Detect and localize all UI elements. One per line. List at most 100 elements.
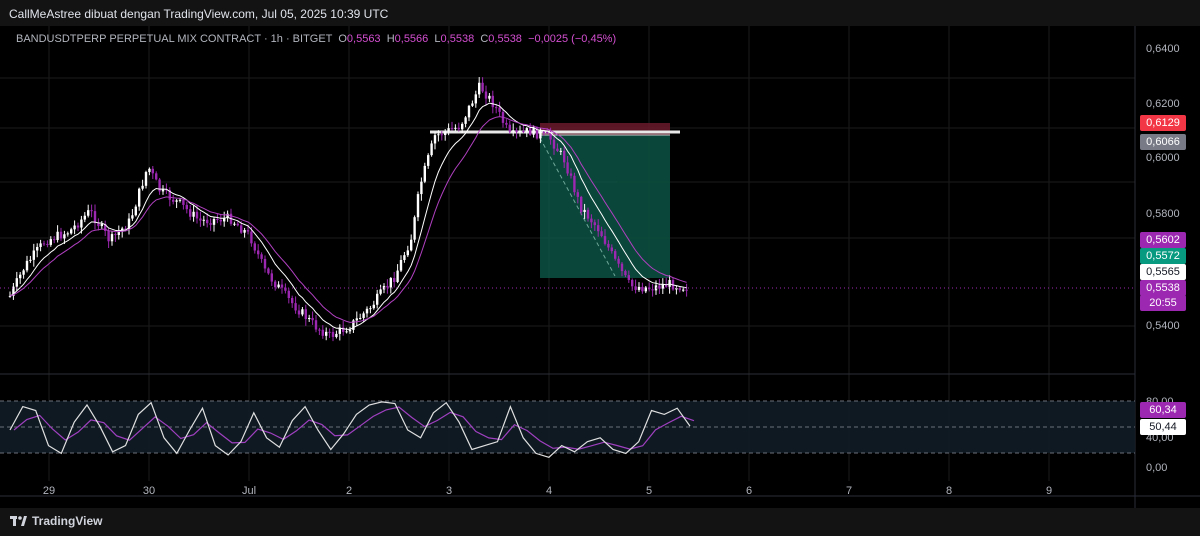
candle-body bbox=[76, 225, 80, 228]
candle-body bbox=[362, 313, 365, 318]
candle-body bbox=[185, 204, 188, 210]
candle-body bbox=[372, 304, 375, 309]
candle-body bbox=[114, 234, 117, 236]
candle-body bbox=[87, 210, 90, 216]
candle-body bbox=[682, 289, 685, 291]
candle-body bbox=[172, 199, 175, 202]
high-value: 0,5566 bbox=[394, 33, 429, 45]
candle-body bbox=[335, 333, 338, 337]
oscillator-axis-tick: 0,00 bbox=[1146, 462, 1167, 474]
candle-body bbox=[610, 247, 613, 252]
tradingview-logo[interactable]: TradingView bbox=[10, 514, 102, 528]
low-value: 0,5538 bbox=[440, 33, 475, 45]
candle-body bbox=[420, 181, 423, 195]
close-label: C bbox=[480, 33, 489, 45]
time-axis-label: Jul bbox=[242, 485, 256, 497]
candle-body bbox=[508, 124, 511, 132]
candle-body bbox=[641, 286, 644, 292]
time-axis-label: 3 bbox=[446, 485, 452, 497]
candle-body bbox=[314, 320, 318, 330]
candle-body bbox=[138, 188, 141, 207]
candle-body bbox=[491, 95, 494, 108]
candle-body bbox=[46, 243, 49, 245]
candle-body bbox=[73, 225, 76, 230]
candle-body bbox=[546, 132, 549, 134]
candle-body bbox=[49, 239, 52, 245]
candle-body bbox=[559, 150, 562, 152]
brand-name: TradingView bbox=[32, 514, 103, 528]
top-bar: CallMeAstree dibuat dengan TradingView.c… bbox=[0, 0, 1200, 26]
candle-body bbox=[498, 107, 501, 112]
candle-body bbox=[175, 200, 178, 202]
candle-body bbox=[15, 278, 18, 287]
candle-body bbox=[8, 295, 12, 297]
candle-body bbox=[593, 222, 596, 226]
candle-body bbox=[410, 239, 413, 251]
candle-body bbox=[471, 103, 474, 106]
candle-body bbox=[393, 278, 396, 282]
time-axis-label: 2 bbox=[346, 485, 352, 497]
candle-body bbox=[450, 128, 454, 130]
candle-body bbox=[399, 259, 403, 271]
candle-body bbox=[280, 284, 284, 288]
candle-body bbox=[318, 329, 321, 331]
ema-slow-line bbox=[9, 116, 687, 323]
symbol-info[interactable]: BANDUSDTPERP PERPETUAL MIX CONTRACT · 1h… bbox=[16, 33, 333, 45]
candle-body bbox=[212, 219, 216, 225]
candle-body bbox=[342, 327, 345, 332]
price-badge: 0,6129 bbox=[1140, 115, 1186, 131]
candle-body bbox=[549, 132, 552, 140]
chart-canvas[interactable]: 0,6400 0,6200 0,6000 0,5800 0,5400 8 0,00 40,00… bbox=[0, 26, 1200, 508]
time-axis-label: 6 bbox=[746, 485, 752, 497]
candle-body bbox=[141, 185, 144, 189]
candle-body bbox=[648, 287, 651, 290]
candle-body bbox=[270, 273, 273, 282]
candle-body bbox=[219, 219, 222, 222]
candle-body bbox=[437, 134, 440, 136]
candle-body bbox=[277, 284, 280, 288]
candle-body bbox=[243, 230, 246, 233]
candle-body bbox=[100, 223, 103, 227]
candle-body bbox=[236, 223, 239, 226]
candle-body bbox=[178, 199, 182, 201]
candle-body bbox=[505, 122, 508, 125]
candle-body bbox=[433, 135, 437, 144]
candle-body bbox=[355, 318, 358, 321]
candle-body bbox=[246, 230, 250, 232]
candle-body bbox=[474, 94, 477, 104]
candle-body bbox=[651, 289, 654, 291]
candle-body bbox=[566, 162, 569, 174]
candle-body bbox=[90, 210, 93, 212]
candle-body bbox=[22, 270, 25, 275]
candle-body bbox=[29, 259, 32, 261]
candle-body bbox=[576, 192, 579, 197]
price-badge: 20:55 bbox=[1140, 295, 1186, 311]
candle-body bbox=[600, 231, 603, 237]
candle-body bbox=[631, 279, 634, 287]
candle-body bbox=[260, 254, 263, 259]
price-axis-tick: 0,5800 bbox=[1146, 208, 1180, 220]
candle-body bbox=[148, 168, 151, 173]
candle-body bbox=[644, 287, 647, 292]
candle-body bbox=[216, 219, 219, 221]
candle-body bbox=[32, 250, 35, 260]
price-axis-tick: 0,6200 bbox=[1146, 98, 1180, 110]
candle-body bbox=[406, 250, 409, 256]
candle-body bbox=[542, 131, 545, 133]
axes[interactable]: 0,6400 0,6200 0,6000 0,5800 0,5400 8 0,00 40,00… bbox=[43, 43, 1180, 497]
price-axis-tick: 0,6400 bbox=[1146, 43, 1180, 55]
candle-body bbox=[19, 274, 22, 279]
candle-body bbox=[535, 127, 539, 139]
candle-body bbox=[403, 255, 406, 260]
open-value: 0,5563 bbox=[346, 33, 381, 45]
candle-body bbox=[83, 215, 86, 220]
candle-body bbox=[117, 231, 120, 236]
stochastic-oscillator-pane bbox=[0, 400, 1135, 458]
candle-body bbox=[110, 234, 114, 242]
candle-body bbox=[257, 250, 260, 255]
candle-body bbox=[624, 271, 627, 276]
candle-body bbox=[573, 175, 576, 193]
candle-body bbox=[617, 258, 620, 264]
candle-body bbox=[274, 281, 277, 288]
candle-body bbox=[488, 95, 491, 99]
